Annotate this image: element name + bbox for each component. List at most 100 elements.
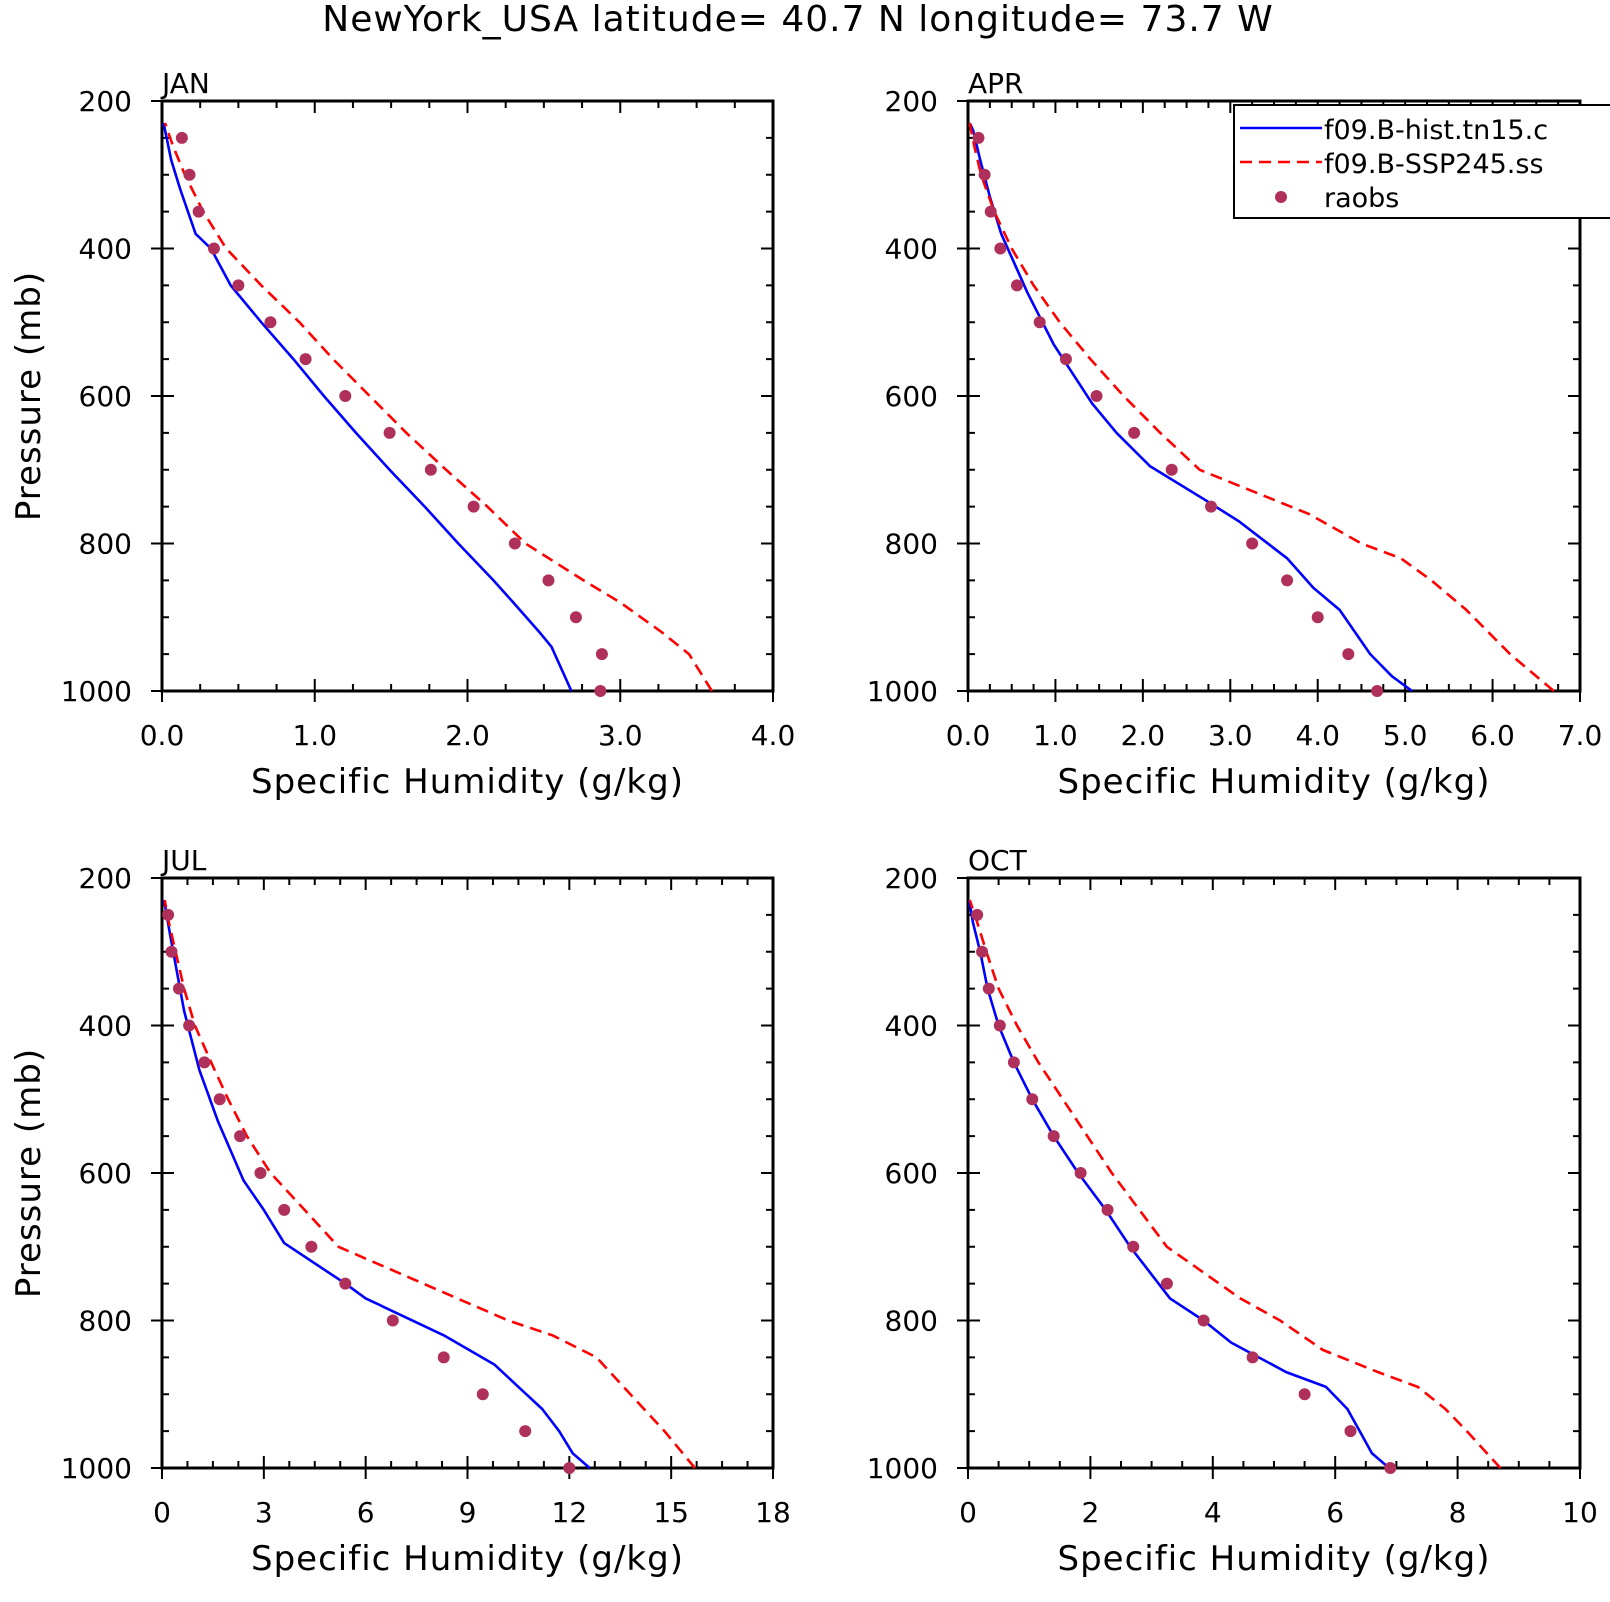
plot-frame <box>160 876 775 1470</box>
x-tick-label: 6 <box>357 1496 375 1529</box>
raobs-point <box>1047 1130 1060 1143</box>
y-tick-label: 600 <box>885 380 938 413</box>
legend-raobs-marker <box>1275 191 1287 203</box>
hist-line <box>968 122 1413 693</box>
raobs-point <box>1205 500 1218 513</box>
raobs-point <box>1059 353 1072 366</box>
y-tick-label: 1000 <box>867 1452 938 1485</box>
x-tick-label: 7.0 <box>1558 719 1603 752</box>
raobs-point <box>1165 463 1178 476</box>
raobs-point <box>437 1351 450 1364</box>
y-tick-label: 200 <box>885 85 938 118</box>
plot-frame <box>160 99 775 693</box>
raobs-point <box>1311 611 1324 624</box>
raobs-point <box>519 1425 532 1438</box>
panel-oct: OCT 200 400 600 800 1000 0 2 4 6 8 10 Specific Humid… <box>867 844 1598 1579</box>
raobs-point <box>424 463 437 476</box>
x-tick-label: 8 <box>1449 1496 1467 1529</box>
x-tick-label: 0.0 <box>140 719 185 752</box>
y-tick-label: 400 <box>885 233 938 266</box>
hist-line <box>162 122 573 692</box>
x-tick-label: 18 <box>755 1496 791 1529</box>
raobs-point <box>595 648 608 661</box>
y-tick-label: 800 <box>885 528 938 561</box>
raobs-point <box>234 1130 247 1143</box>
raobs-point <box>386 1314 399 1327</box>
raobs-point <box>339 1277 352 1290</box>
panel-title: JUL <box>160 844 207 877</box>
y-tick-label: 1000 <box>61 1452 132 1485</box>
y-tick-label: 800 <box>885 1305 938 1338</box>
x-tick-label: 10 <box>1562 1496 1598 1529</box>
x-axis-label: Specific Humidity (g/kg) <box>251 1539 684 1579</box>
x-tick-label: 15 <box>653 1496 689 1529</box>
raobs-point <box>162 908 175 921</box>
panel-title: OCT <box>968 844 1028 877</box>
raobs-point <box>1010 279 1023 292</box>
plot-frame <box>966 876 1582 1470</box>
x-tick-label: 4.0 <box>751 719 796 752</box>
hist-line <box>967 899 1390 1469</box>
raobs-point <box>383 426 396 439</box>
raobs-point <box>278 1203 291 1216</box>
y-axis-label: Pressure (mb) <box>9 271 49 521</box>
x-tick-label: 6.0 <box>1470 719 1515 752</box>
raobs-point <box>183 1019 196 1032</box>
raobs-point <box>264 316 277 329</box>
x-tick-label: 6 <box>1326 1496 1344 1529</box>
legend-ssp245-label: f09.B-SSP245.ss <box>1324 149 1544 180</box>
legend-raobs-label: raobs <box>1324 183 1399 214</box>
raobs-point <box>994 242 1007 255</box>
x-tick-label: 3.0 <box>598 719 643 752</box>
x-tick-label: 0 <box>959 1496 977 1529</box>
y-tick-label: 800 <box>79 1305 132 1338</box>
raobs-point <box>563 1462 576 1474</box>
raobs-point <box>1101 1203 1114 1216</box>
panel-title: APR <box>968 67 1024 100</box>
raobs-point <box>165 945 178 958</box>
raobs-point <box>339 390 352 402</box>
raobs-point <box>175 131 188 144</box>
raobs-point <box>976 945 989 958</box>
panel-jul: JUL 200 400 600 800 1000 0 3 6 9 12 15 18 Specific Hu… <box>9 844 791 1579</box>
y-tick-label: 1000 <box>867 675 938 708</box>
y-tick-label: 1000 <box>61 675 132 708</box>
x-axis-label: Specific Humidity (g/kg) <box>1058 762 1491 802</box>
raobs-point <box>1344 1425 1357 1438</box>
raobs-point <box>984 205 997 218</box>
ssp245-line <box>163 899 696 1469</box>
raobs-point <box>1384 1462 1397 1474</box>
raobs-point <box>993 1019 1006 1032</box>
x-tick-label: 1.0 <box>1033 719 1078 752</box>
y-tick-label: 800 <box>79 528 132 561</box>
y-tick-label: 400 <box>79 233 132 266</box>
x-tick-label: 3.0 <box>1208 719 1253 752</box>
x-tick-label: 2.0 <box>445 719 490 752</box>
raobs-point <box>1342 648 1355 661</box>
x-tick-label: 5.0 <box>1383 719 1428 752</box>
raobs-point <box>254 1167 267 1179</box>
raobs-point <box>467 500 480 513</box>
raobs-point <box>1371 685 1384 697</box>
raobs-point <box>1246 1351 1259 1364</box>
hist-line <box>162 899 591 1469</box>
raobs-point <box>1281 574 1294 587</box>
raobs-point <box>213 1093 226 1106</box>
y-tick-label: 200 <box>79 85 132 118</box>
raobs-point <box>1007 1056 1020 1069</box>
raobs-point <box>508 537 521 550</box>
y-tick-label: 200 <box>885 862 938 895</box>
ssp245-line <box>968 122 1555 692</box>
raobs-point <box>183 168 196 181</box>
raobs-point <box>232 279 245 292</box>
raobs-point <box>971 908 984 921</box>
panel-title: JAN <box>160 67 210 100</box>
raobs-point <box>982 982 995 995</box>
y-tick-label: 200 <box>79 862 132 895</box>
raobs-point <box>1246 537 1259 550</box>
y-tick-label: 600 <box>885 1157 938 1190</box>
legend-box <box>1233 104 1610 219</box>
ssp245-line <box>163 122 714 692</box>
